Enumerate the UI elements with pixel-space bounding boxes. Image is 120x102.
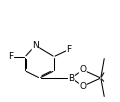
Text: B: B — [68, 74, 75, 83]
Text: F: F — [66, 45, 72, 54]
Text: O: O — [79, 65, 86, 74]
Text: N: N — [32, 41, 39, 50]
Text: F: F — [8, 52, 13, 61]
Text: O: O — [79, 82, 86, 91]
